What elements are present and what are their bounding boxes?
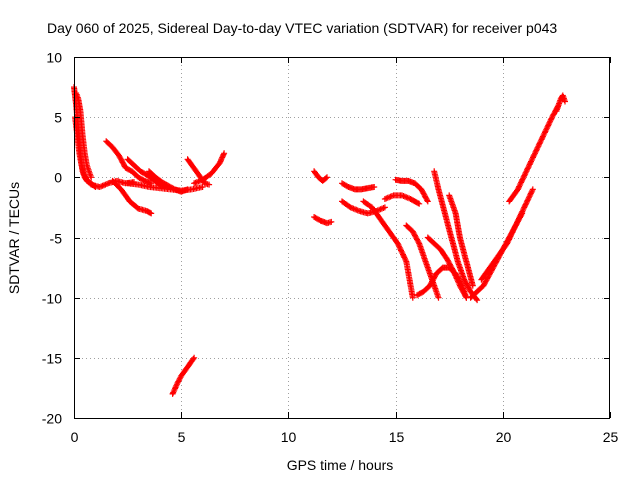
chart-title: Day 060 of 2025, Sidereal Day-to-day VTE…: [47, 20, 557, 36]
series-sat-u: [424, 234, 470, 301]
series-sat-v: [431, 168, 481, 304]
series-markers: [431, 168, 481, 304]
y-tick-label: -10: [42, 291, 62, 307]
series-markers: [146, 168, 191, 195]
series-markers: [339, 180, 378, 193]
series-sat-c: [73, 90, 95, 181]
y-tick-label: 5: [54, 110, 62, 126]
x-tick-label: 15: [389, 429, 405, 445]
y-tick-label: -15: [42, 351, 62, 367]
series-sat-w: [446, 192, 476, 289]
x-axis-title: GPS time / hours: [287, 457, 394, 473]
series-sat-q: [381, 192, 423, 207]
series-sat-e: [109, 177, 155, 217]
axes: 0 5 10 15 20 25 -20 -15 -10 -5 0 5 10: [42, 50, 619, 446]
series-markers: [169, 354, 198, 397]
data-series: [71, 84, 568, 397]
series-markers: [478, 186, 536, 283]
x-tick-label: 0: [71, 429, 79, 445]
y-tick-label: 10: [46, 50, 62, 66]
series-markers: [360, 198, 416, 301]
series-markers: [446, 192, 476, 289]
series-sat-n: [339, 180, 378, 193]
y-tick-label: 0: [54, 170, 62, 186]
x-tick-label: 25: [603, 429, 619, 445]
series-markers: [109, 177, 155, 217]
series-sat-d: [103, 138, 155, 187]
series-sat-r: [392, 176, 431, 205]
series-markers: [311, 168, 330, 184]
x-tick-label: 20: [496, 429, 512, 445]
series-sat-h: [146, 168, 191, 195]
series-markers: [392, 176, 431, 205]
series-markers: [381, 192, 423, 207]
series-sat-z: [506, 102, 562, 205]
x-tick-label: 5: [178, 429, 186, 445]
series-markers: [103, 138, 155, 187]
series-sat-j: [191, 150, 228, 187]
series-markers: [506, 102, 562, 205]
series-markers: [73, 90, 95, 181]
y-tick-label: -20: [42, 411, 62, 427]
series-markers: [191, 150, 228, 187]
series-sat-l: [311, 168, 330, 184]
grid: [74, 57, 610, 418]
series-markers: [553, 92, 568, 115]
y-tick-label: -5: [50, 231, 63, 247]
series-sat-aa: [553, 92, 568, 115]
series-sat-m: [311, 214, 335, 227]
series-sat-y: [478, 186, 536, 283]
series-sat-k: [169, 354, 198, 397]
series-markers: [311, 214, 335, 227]
x-tick-label: 10: [281, 429, 297, 445]
series-sat-p: [360, 198, 416, 301]
y-axis-title: SDTVAR / TECUs: [6, 182, 22, 294]
series-markers: [424, 234, 470, 301]
